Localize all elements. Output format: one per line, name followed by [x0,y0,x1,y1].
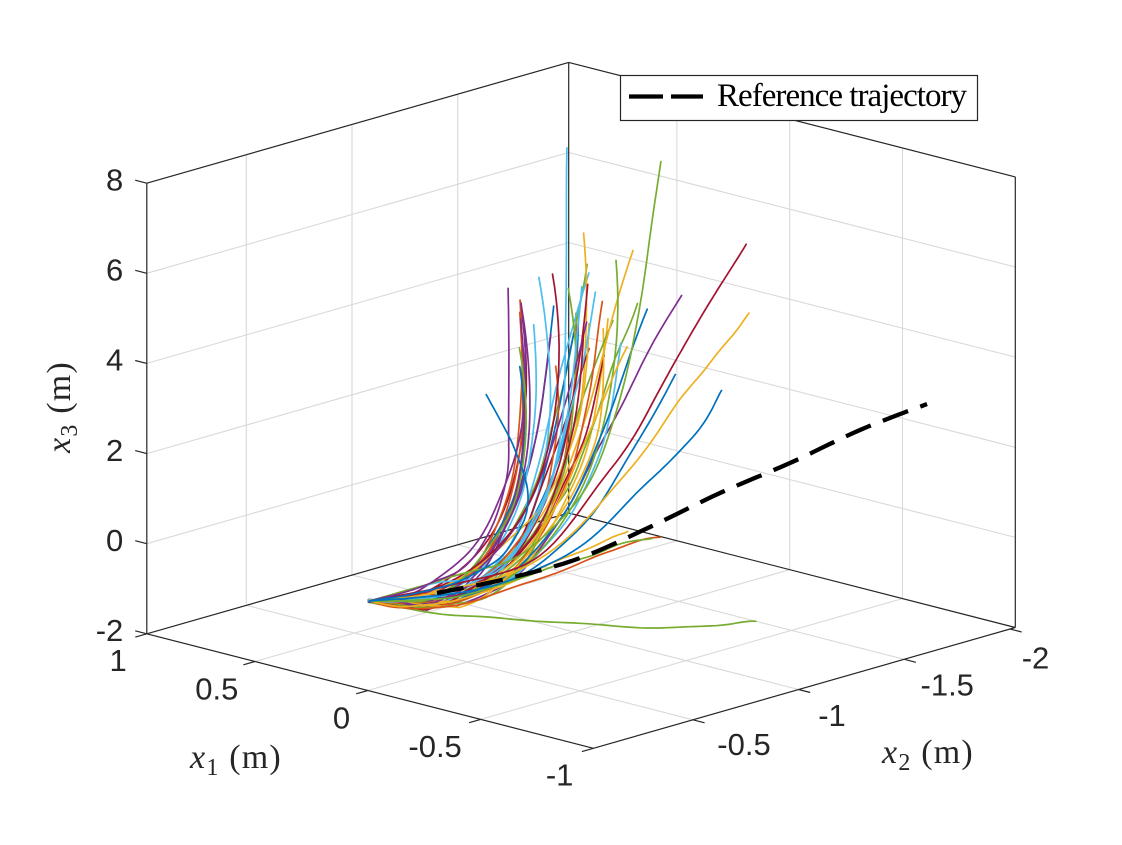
svg-text:-2: -2 [96,613,124,648]
svg-text:6: 6 [106,253,123,288]
svg-text:2: 2 [106,433,123,468]
svg-text:0: 0 [333,700,350,735]
svg-text:-1.5: -1.5 [921,667,974,702]
svg-text:x3 (m): x3 (m) [41,361,83,454]
svg-text:-1: -1 [818,698,846,733]
svg-text:-0.5: -0.5 [408,729,461,764]
svg-text:1: 1 [110,643,127,678]
svg-text:0: 0 [106,523,123,558]
svg-text:4: 4 [106,343,123,378]
svg-text:0.5: 0.5 [195,672,238,707]
svg-text:x1 (m): x1 (m) [189,739,282,781]
svg-text:-0.5: -0.5 [717,727,770,762]
svg-text:8: 8 [106,163,123,198]
svg-text:-2: -2 [1022,640,1050,675]
svg-text:-1: -1 [546,758,574,793]
svg-text:Reference trajectory: Reference trajectory [717,78,968,114]
svg-text:x2 (m): x2 (m) [881,734,974,776]
